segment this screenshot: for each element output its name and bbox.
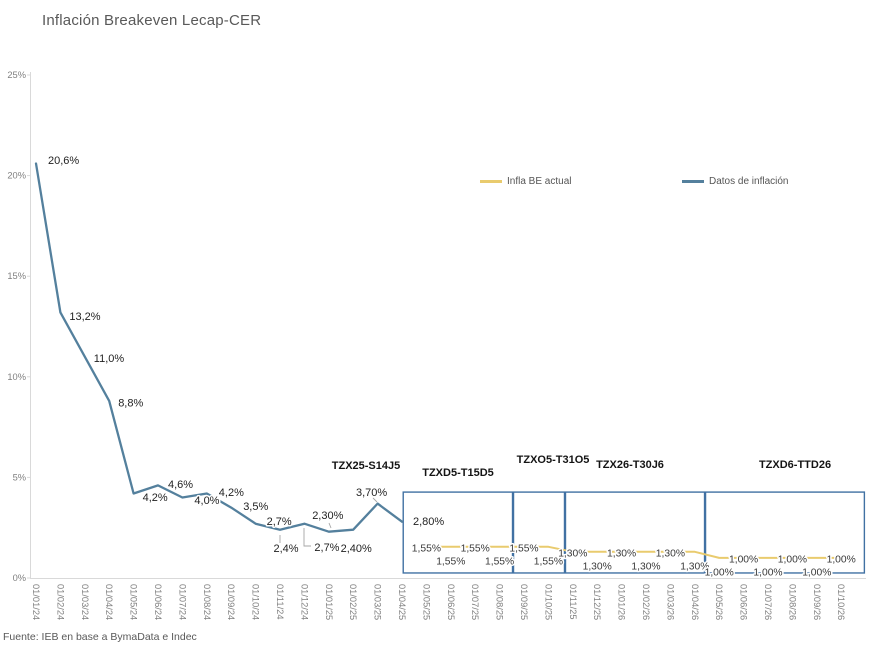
svg-text:2,4%: 2,4% — [273, 543, 298, 555]
svg-text:1,00%: 1,00% — [827, 554, 856, 565]
svg-text:8,8%: 8,8% — [118, 397, 143, 409]
svg-text:01/08/25: 01/08/25 — [495, 584, 505, 620]
label-leader-lines — [279, 497, 378, 547]
svg-text:15%: 15% — [7, 271, 26, 281]
svg-text:01/03/26: 01/03/26 — [665, 584, 675, 620]
svg-text:1,55%: 1,55% — [509, 543, 538, 554]
svg-text:3,70%: 3,70% — [356, 487, 387, 499]
svg-text:2,40%: 2,40% — [341, 543, 372, 555]
svg-text:01/09/24: 01/09/24 — [226, 584, 236, 620]
svg-text:5%: 5% — [13, 472, 26, 482]
svg-text:01/06/24: 01/06/24 — [153, 584, 163, 620]
svg-text:01/11/24: 01/11/24 — [275, 584, 285, 620]
svg-text:1,30%: 1,30% — [680, 561, 709, 572]
svg-text:1,30%: 1,30% — [558, 548, 587, 559]
svg-text:1,00%: 1,00% — [778, 554, 807, 565]
svg-text:10%: 10% — [7, 372, 26, 382]
svg-text:1,30%: 1,30% — [607, 548, 636, 559]
svg-text:1,00%: 1,00% — [802, 567, 831, 578]
svg-text:1,00%: 1,00% — [753, 567, 782, 578]
datos-inflacion-line-swatch-icon — [682, 180, 704, 183]
legend: Infla BE actual Datos de inflación — [0, 176, 870, 190]
svg-text:1,30%: 1,30% — [656, 548, 685, 559]
svg-text:01/08/26: 01/08/26 — [787, 584, 797, 620]
bond-labels: TZX25-S14J5 TZXD5-T15D5 TZXO5-T31O5 TZX26-T… — [331, 453, 832, 480]
axes — [30, 72, 866, 579]
svg-text:2,7%: 2,7% — [267, 516, 292, 528]
maturity-boxes — [402, 491, 866, 574]
svg-text:TZXD5-T15D5: TZXD5-T15D5 — [422, 467, 494, 479]
svg-text:25%: 25% — [7, 70, 26, 80]
page-title: Inflación Breakeven Lecap-CER — [42, 12, 262, 29]
svg-text:11,0%: 11,0% — [94, 353, 125, 365]
svg-text:01/01/24: 01/01/24 — [31, 584, 41, 620]
svg-text:01/10/26: 01/10/26 — [836, 584, 846, 620]
svg-text:01/07/26: 01/07/26 — [763, 584, 773, 620]
svg-text:01/11/25: 01/11/25 — [568, 584, 578, 620]
svg-text:1,55%: 1,55% — [485, 556, 514, 567]
svg-text:4,2%: 4,2% — [219, 487, 244, 499]
svg-text:1,30%: 1,30% — [583, 561, 612, 572]
svg-text:13,2%: 13,2% — [69, 311, 100, 323]
svg-text:01/06/26: 01/06/26 — [739, 584, 749, 620]
svg-text:01/05/26: 01/05/26 — [714, 584, 724, 620]
svg-text:01/08/24: 01/08/24 — [202, 584, 212, 620]
x-axis-labels: 01/01/24 01/02/24 01/03/24 01/04/24 01/05/24… — [31, 584, 846, 620]
svg-text:2,80%: 2,80% — [413, 516, 444, 528]
svg-text:1,55%: 1,55% — [412, 543, 441, 554]
legend-item-datos-inflacion: Datos de inflación — [682, 176, 789, 187]
infla-be-series: 1,55%1,55%1,55%1,55%1,55%1,55%1,30%1,30%… — [410, 542, 857, 580]
svg-text:20%: 20% — [7, 171, 26, 181]
svg-text:01/07/24: 01/07/24 — [177, 584, 187, 620]
svg-text:01/04/24: 01/04/24 — [104, 584, 114, 620]
svg-text:3,5%: 3,5% — [243, 501, 268, 513]
svg-text:1,55%: 1,55% — [436, 556, 465, 567]
svg-text:2,7%: 2,7% — [314, 542, 339, 554]
svg-text:TZXO5-T31O5: TZXO5-T31O5 — [517, 454, 590, 466]
svg-text:1,00%: 1,00% — [729, 554, 758, 565]
svg-text:1,30%: 1,30% — [631, 561, 660, 572]
svg-text:01/09/26: 01/09/26 — [812, 584, 822, 620]
svg-text:01/04/26: 01/04/26 — [690, 584, 700, 620]
svg-text:01/03/25: 01/03/25 — [373, 584, 383, 620]
svg-text:2,30%: 2,30% — [312, 510, 343, 522]
svg-text:01/05/25: 01/05/25 — [421, 584, 431, 620]
svg-text:01/03/24: 01/03/24 — [80, 584, 90, 620]
svg-text:0%: 0% — [13, 573, 26, 583]
svg-text:01/07/25: 01/07/25 — [470, 584, 480, 620]
svg-text:01/01/26: 01/01/26 — [617, 584, 627, 620]
svg-text:TZXD6-TTD26: TZXD6-TTD26 — [759, 459, 831, 471]
svg-text:1,55%: 1,55% — [461, 543, 490, 554]
svg-text:1,55%: 1,55% — [534, 556, 563, 567]
svg-text:01/05/24: 01/05/24 — [129, 584, 139, 620]
svg-text:01/12/24: 01/12/24 — [299, 584, 309, 620]
legend-label-infla-be-actual: Infla BE actual — [507, 176, 572, 187]
legend-label-datos-inflacion: Datos de inflación — [709, 176, 789, 187]
svg-text:01/04/25: 01/04/25 — [397, 584, 407, 620]
svg-text:01/02/26: 01/02/26 — [641, 584, 651, 620]
svg-text:01/02/24: 01/02/24 — [55, 584, 65, 620]
svg-text:TZX25-S14J5: TZX25-S14J5 — [332, 460, 400, 472]
svg-text:01/02/25: 01/02/25 — [348, 584, 358, 620]
svg-text:01/12/25: 01/12/25 — [592, 584, 602, 620]
svg-text:01/09/25: 01/09/25 — [519, 584, 529, 620]
datos-inflacion-series: 20,6%13,2%11,0%8,8%4,2%4,6%4,0%4,2%3,5%2… — [34, 154, 446, 557]
svg-text:4,2%: 4,2% — [143, 492, 168, 504]
svg-text:01/10/24: 01/10/24 — [251, 584, 261, 620]
y-axis-labels: 0% 5% 10% 15% 20% 25% — [7, 70, 31, 583]
svg-text:20,6%: 20,6% — [48, 155, 79, 167]
svg-text:1,00%: 1,00% — [705, 567, 734, 578]
infla-be-line-swatch-icon — [480, 180, 502, 183]
source-note: Fuente: IEB en base a BymaData e Indec — [3, 631, 197, 643]
legend-item-infla-be-actual: Infla BE actual — [480, 176, 571, 187]
svg-text:01/01/25: 01/01/25 — [324, 584, 334, 620]
svg-text:4,6%: 4,6% — [168, 479, 193, 491]
svg-text:TZX26-T30J6: TZX26-T30J6 — [596, 459, 664, 471]
svg-text:01/06/25: 01/06/25 — [446, 584, 456, 620]
svg-text:01/10/25: 01/10/25 — [543, 584, 553, 620]
svg-text:4,0%: 4,0% — [194, 495, 219, 507]
